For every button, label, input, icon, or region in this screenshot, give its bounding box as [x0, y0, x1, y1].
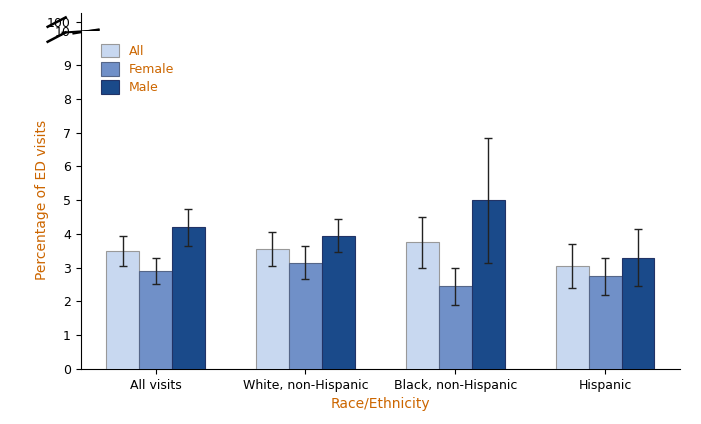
- Bar: [256, 249, 289, 369]
- Legend: All, Female, Male: All, Female, Male: [99, 41, 177, 97]
- Bar: [472, 200, 505, 369]
- X-axis label: Race/Ethnicity: Race/Ethnicity: [330, 397, 430, 411]
- Bar: [556, 266, 589, 369]
- Bar: [289, 262, 322, 369]
- Bar: [622, 257, 655, 369]
- Bar: [406, 243, 439, 369]
- Bar: [139, 271, 172, 369]
- Bar: [439, 286, 472, 369]
- Bar: [106, 251, 139, 369]
- Bar: [172, 227, 205, 369]
- Y-axis label: Percentage of ED visits: Percentage of ED visits: [36, 120, 50, 280]
- Bar: [322, 236, 355, 369]
- Bar: [589, 276, 622, 369]
